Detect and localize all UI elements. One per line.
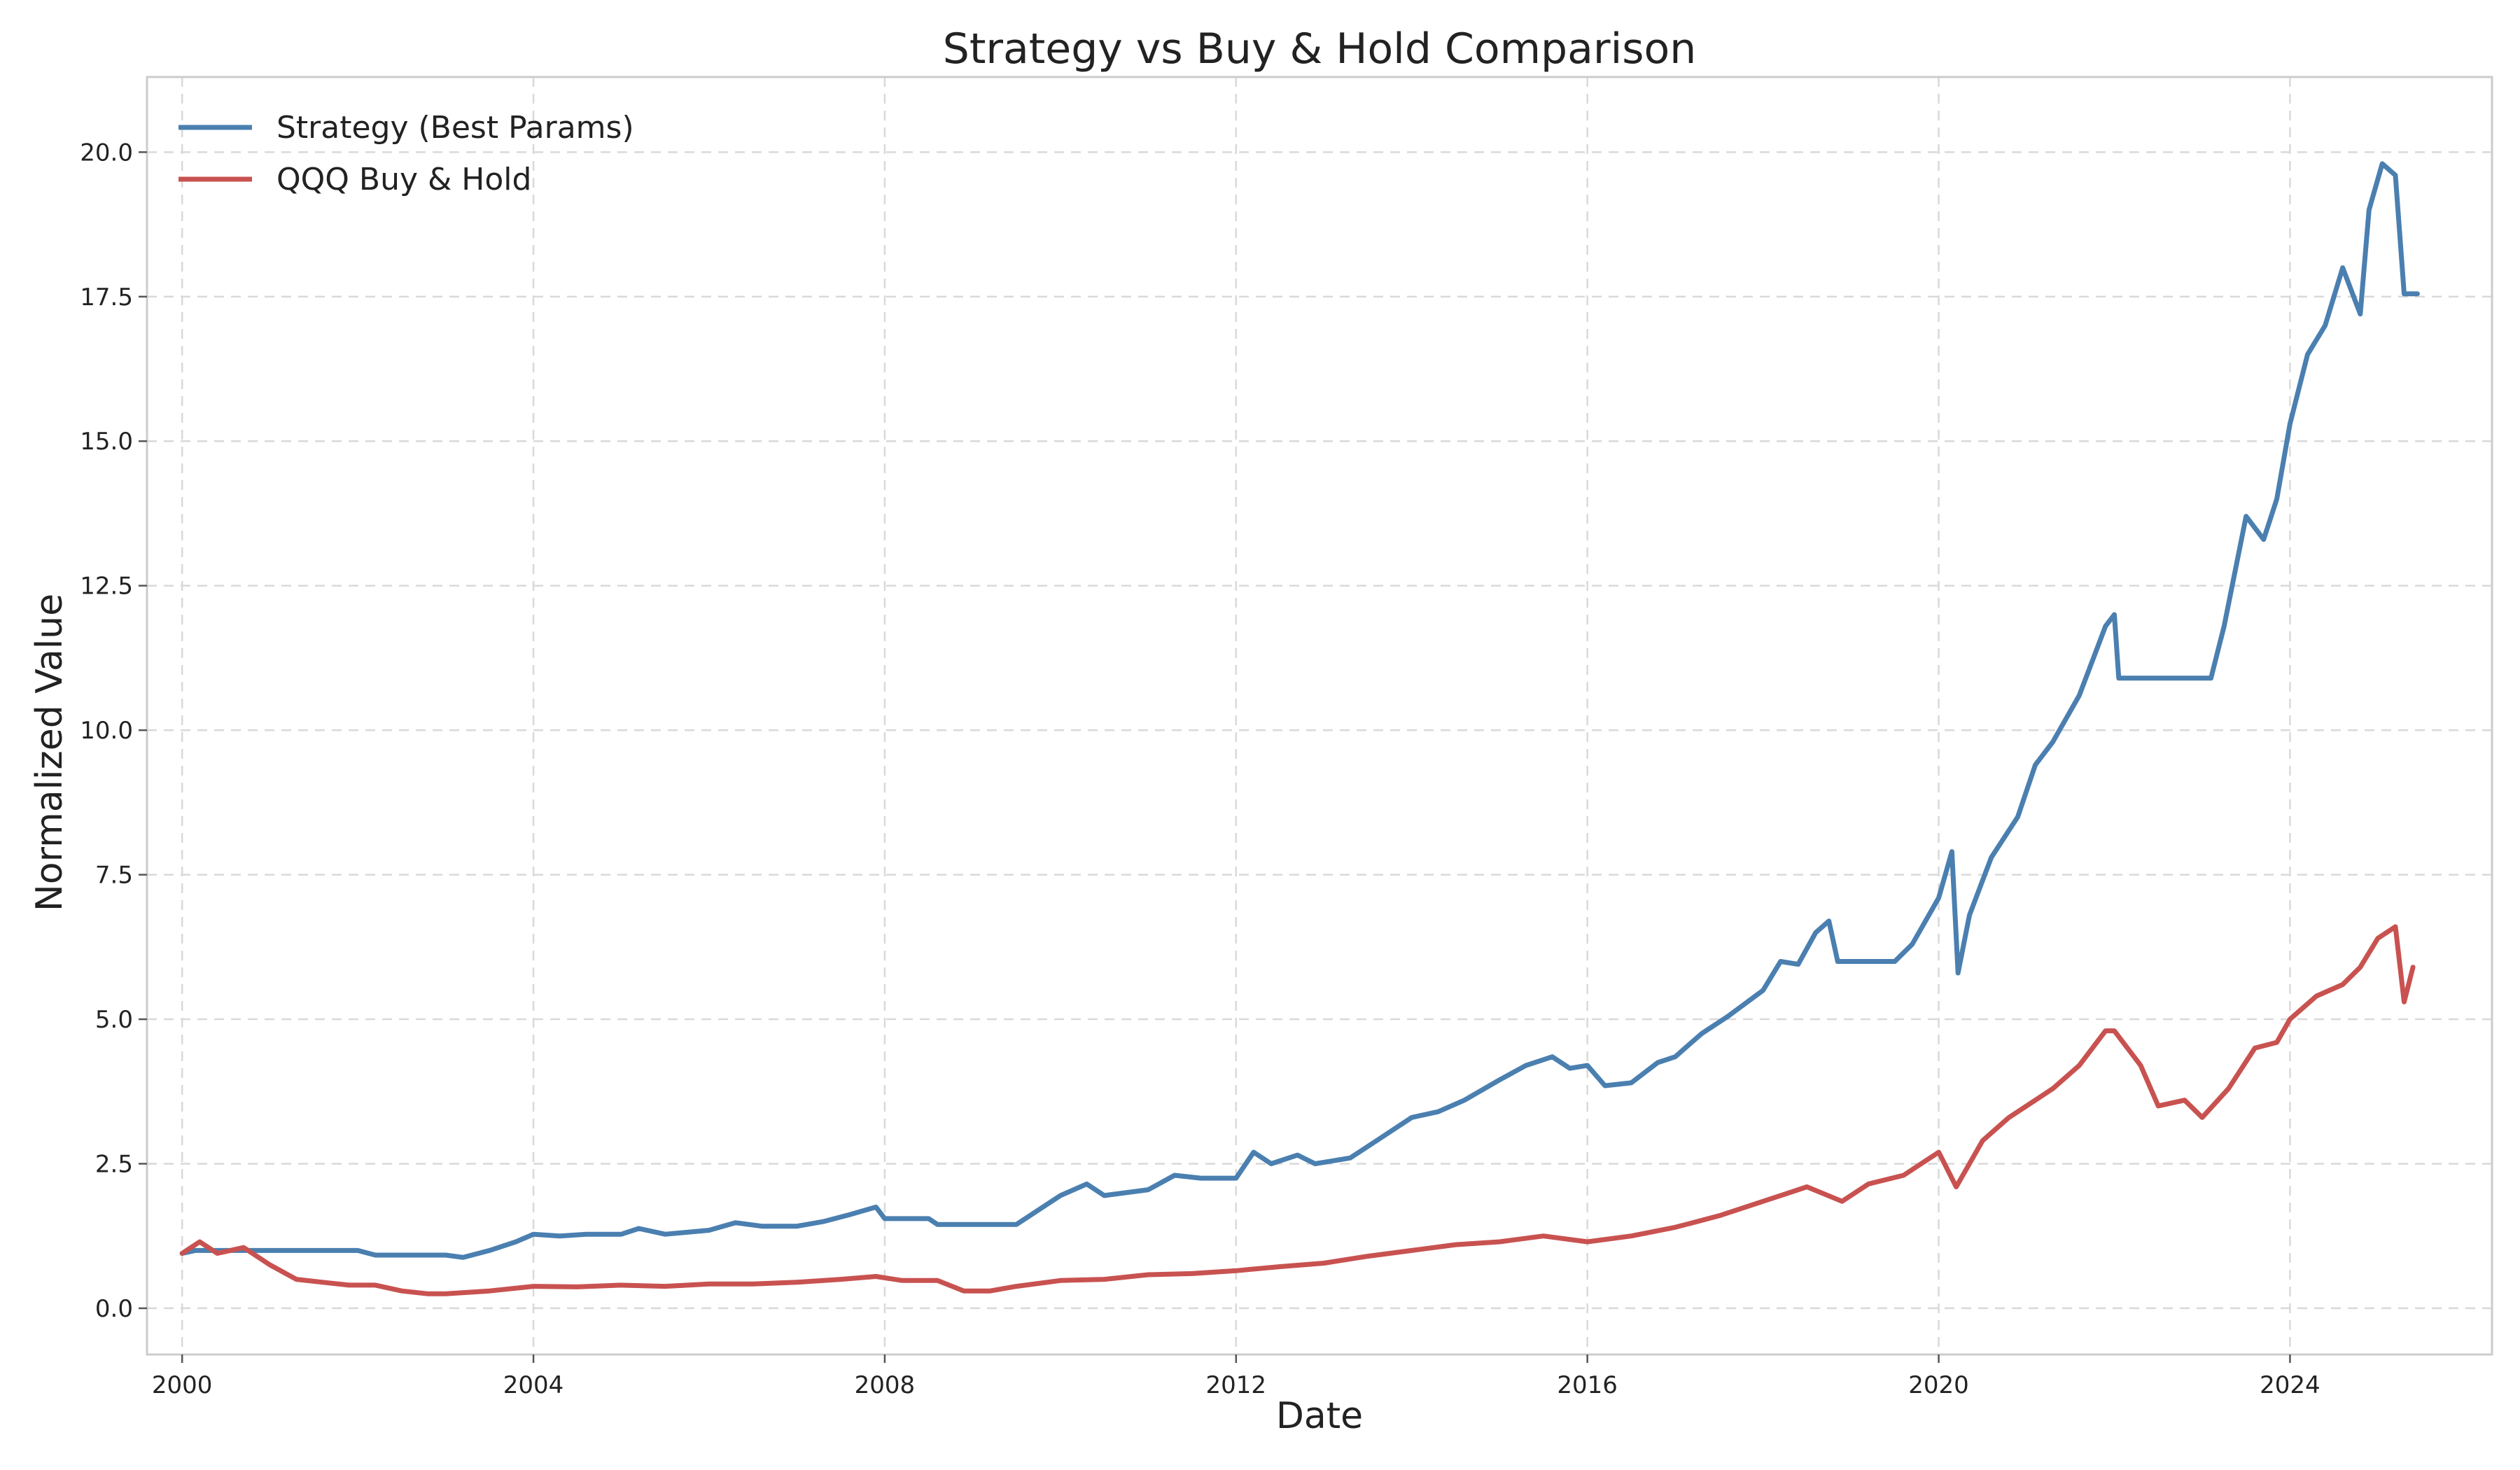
y-tick-label: 12.5 xyxy=(80,573,133,601)
y-tick-label: 2.5 xyxy=(95,1150,133,1178)
series-line-0 xyxy=(179,161,2420,1260)
grid xyxy=(147,77,2492,1354)
y-tick-label: 20.0 xyxy=(80,139,133,167)
x-tick-label: 2012 xyxy=(1206,1371,1267,1399)
plot-frame xyxy=(146,76,2493,1356)
x-tick-label: 2020 xyxy=(1908,1371,1969,1399)
y-tick-label: 15.0 xyxy=(80,428,133,456)
legend: Strategy (Best Params) QQQ Buy & Hold xyxy=(178,110,634,197)
y-tick-label: 5.0 xyxy=(95,1006,133,1034)
x-tick-label: 2004 xyxy=(503,1371,564,1399)
chart-title: Strategy vs Buy & Hold Comparison xyxy=(943,24,1697,74)
y-tick-label: 17.5 xyxy=(80,284,133,312)
y-tick-label: 7.5 xyxy=(95,862,133,890)
y-tick-label: 10.0 xyxy=(80,717,133,745)
x-tick-label: 2008 xyxy=(855,1371,916,1399)
x-tick-label: 2024 xyxy=(2260,1371,2320,1399)
x-axis: 2000 2004 2008 2012 2016 2020 2024 xyxy=(152,1354,2320,1399)
y-axis: 0.0 2.5 5.0 7.5 10.0 12.5 15.0 17.5 20.0 xyxy=(80,139,147,1323)
series-line-1 xyxy=(179,924,2416,1296)
x-tick-label: 2000 xyxy=(152,1371,213,1399)
x-axis-label: Date xyxy=(1276,1395,1363,1437)
y-tick-label: 0.0 xyxy=(95,1295,133,1323)
legend-label-1: QQQ Buy & Hold xyxy=(276,162,531,197)
x-tick-label: 2016 xyxy=(1557,1371,1618,1399)
y-axis-label: Normalized Value xyxy=(29,594,71,911)
series-layer xyxy=(179,161,2420,1296)
legend-label-0: Strategy (Best Params) xyxy=(276,110,634,146)
